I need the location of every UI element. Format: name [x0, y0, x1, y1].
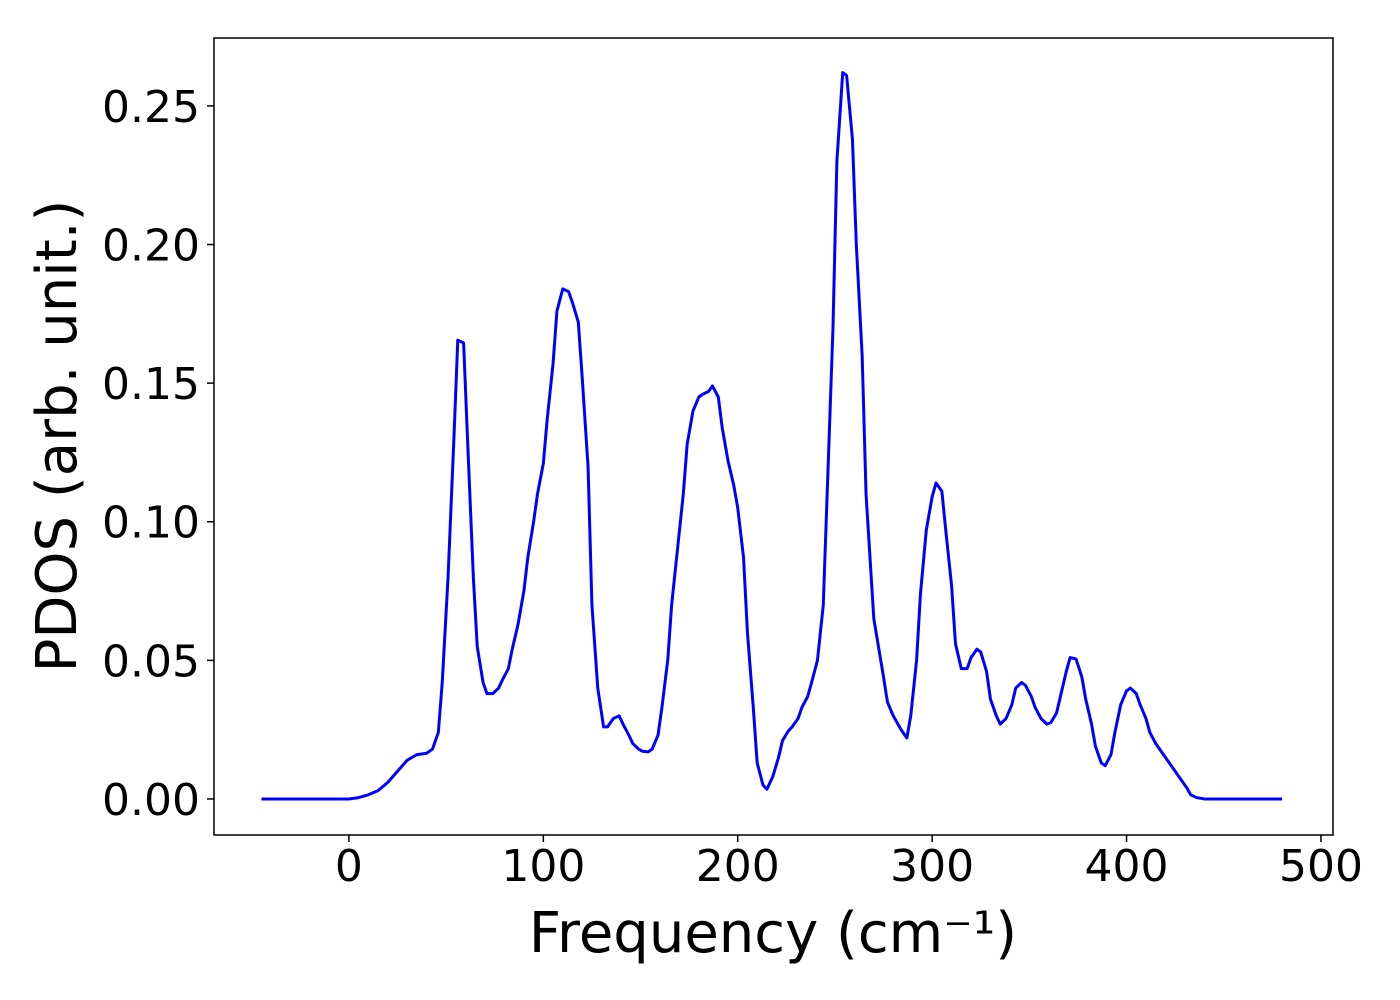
- y-axis-label: PDOS (arb. unit.): [25, 200, 90, 673]
- x-tick-label: 400: [1085, 841, 1169, 892]
- plot-frame: [213, 37, 1334, 836]
- x-tick-label: 500: [1279, 841, 1363, 892]
- x-tick-label: 200: [696, 841, 780, 892]
- x-tick-label: 0: [335, 841, 363, 892]
- y-tick-label: 0.05: [102, 636, 200, 687]
- data-line: [261, 71, 1283, 801]
- x-tick-label: 300: [890, 841, 974, 892]
- y-tick-label: 0.10: [102, 498, 200, 549]
- x-axis-label: Frequency (cm⁻¹): [529, 901, 1017, 966]
- y-tick-label: 0.25: [102, 82, 200, 133]
- y-tick-label: 0.15: [102, 359, 200, 410]
- y-tick-label: 0.20: [102, 221, 200, 272]
- y-tick-label: 0.00: [102, 775, 200, 826]
- x-tick-label: 100: [501, 841, 585, 892]
